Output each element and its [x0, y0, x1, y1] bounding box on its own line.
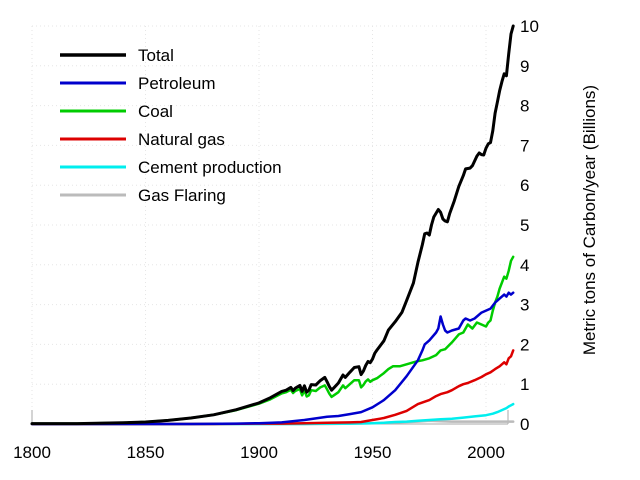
- y-tick-label-5: 5: [520, 216, 529, 235]
- legend: Total Petroleum Coal Natural gas Cement prod…: [60, 46, 282, 205]
- x-tick-labels: 1800 1850 1900 1950 2000: [13, 443, 505, 462]
- series-line-coal: [30, 255, 515, 425]
- legend-label-total: Total: [138, 46, 174, 65]
- x-tick-label-1800: 1800: [13, 443, 51, 462]
- y-tick-label-7: 7: [520, 136, 529, 155]
- x-tick-label-1950: 1950: [354, 443, 392, 462]
- y-tick-label-6: 6: [520, 176, 529, 195]
- series-line-total: [30, 24, 515, 426]
- y-tick-label-3: 3: [520, 296, 529, 315]
- y-tick-label-1: 1: [520, 375, 529, 394]
- y-tick-label-9: 9: [520, 57, 529, 76]
- y-tick-label-0: 0: [520, 415, 529, 434]
- x-tick-label-2000: 2000: [467, 443, 505, 462]
- y-axis-label: Metric tons of Carbon/year (Billions): [580, 85, 599, 355]
- legend-label-cement-production: Cement production: [138, 158, 282, 177]
- series-line-petroleum: [30, 291, 515, 426]
- y-tick-labels: 0 1 2 3 4 5 6 7 8 9 10: [520, 17, 539, 434]
- series-lines: [30, 24, 515, 426]
- y-tick-label-8: 8: [520, 97, 529, 116]
- series-line-natural-gas: [30, 349, 515, 426]
- legend-label-natural-gas: Natural gas: [138, 130, 225, 149]
- series-line-cement-production: [30, 402, 515, 426]
- y-tick-label-2: 2: [520, 335, 529, 354]
- x-tick-label-1850: 1850: [127, 443, 165, 462]
- x-tick-label-1900: 1900: [240, 443, 278, 462]
- y-tick-label-4: 4: [520, 256, 529, 275]
- legend-label-gas-flaring: Gas Flaring: [138, 186, 226, 205]
- legend-label-coal: Coal: [138, 102, 173, 121]
- legend-label-petroleum: Petroleum: [138, 74, 215, 93]
- y-tick-label-10: 10: [520, 17, 539, 36]
- gridlines: [31, 25, 508, 425]
